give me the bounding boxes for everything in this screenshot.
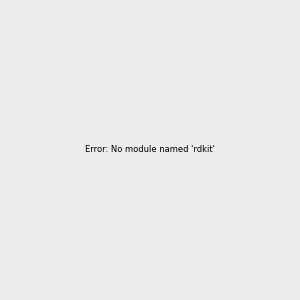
Text: Error: No module named 'rdkit': Error: No module named 'rdkit' [85,146,215,154]
